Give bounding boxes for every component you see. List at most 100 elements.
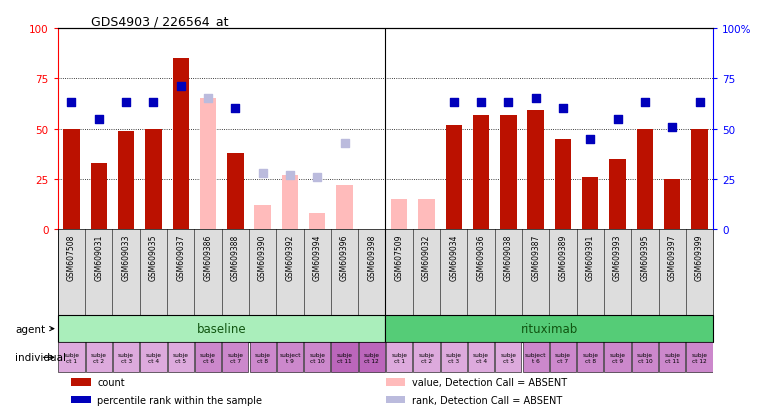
Bar [527,111,544,230]
Text: GSM609394: GSM609394 [313,234,322,280]
FancyBboxPatch shape [659,342,685,373]
Bar [609,159,626,230]
Bar [692,129,708,230]
Text: GSM609038: GSM609038 [504,234,513,280]
Text: subje
ct 7: subje ct 7 [555,352,571,363]
Text: count: count [97,377,125,387]
Bar [664,180,680,230]
Text: subject
t 6: subject t 6 [525,352,547,363]
Text: subje
ct 10: subje ct 10 [309,352,325,363]
Text: GSM609033: GSM609033 [122,234,130,280]
Text: subje
ct 7: subje ct 7 [227,352,244,363]
Point [284,172,296,179]
Text: subje
ct 3: subje ct 3 [118,352,134,363]
Point [475,100,487,107]
Point [147,100,160,107]
FancyBboxPatch shape [577,342,604,373]
Point [530,96,542,102]
Point [502,100,514,107]
Bar [200,99,216,230]
Bar [254,206,271,230]
Text: GSM609391: GSM609391 [586,234,594,280]
FancyBboxPatch shape [277,342,303,373]
Text: GSM609390: GSM609390 [258,234,267,280]
FancyBboxPatch shape [686,342,712,373]
Text: GSM609386: GSM609386 [204,234,213,280]
FancyBboxPatch shape [495,342,521,373]
Point [202,96,214,102]
Text: GSM609031: GSM609031 [94,234,103,280]
Text: subje
ct 11: subje ct 11 [336,352,352,363]
Text: subje
ct 8: subje ct 8 [254,352,271,363]
Text: GSM609035: GSM609035 [149,234,158,280]
FancyBboxPatch shape [58,316,386,342]
Text: subje
ct 5: subje ct 5 [500,352,517,363]
Text: subje
ct 3: subje ct 3 [446,352,462,363]
Bar [118,131,134,230]
Text: subje
ct 2: subje ct 2 [419,352,435,363]
Bar [145,129,162,230]
FancyBboxPatch shape [86,342,112,373]
Text: GSM609396: GSM609396 [340,234,349,280]
FancyBboxPatch shape [359,342,385,373]
Point [666,124,678,131]
FancyBboxPatch shape [59,342,85,373]
FancyBboxPatch shape [413,342,439,373]
Text: GSM609395: GSM609395 [641,234,649,280]
Bar [418,199,435,230]
Text: subje
ct 4: subje ct 4 [473,352,489,363]
Text: subje
ct 1: subje ct 1 [391,352,407,363]
Text: GSM609393: GSM609393 [613,234,622,280]
FancyBboxPatch shape [140,342,167,373]
Point [557,106,569,112]
Bar [309,214,325,230]
Bar [500,115,517,230]
Bar [227,153,244,230]
Bar [473,115,490,230]
Text: subje
ct 11: subje ct 11 [664,352,680,363]
Bar [336,185,352,230]
Text: subje
ct 4: subje ct 4 [146,352,161,363]
Text: subje
ct 12: subje ct 12 [692,352,708,363]
FancyBboxPatch shape [113,342,140,373]
FancyBboxPatch shape [386,316,713,342]
Text: GSM609037: GSM609037 [177,234,185,280]
FancyBboxPatch shape [195,342,221,373]
Text: baseline: baseline [197,322,247,335]
Bar [281,176,298,230]
Text: GSM609036: GSM609036 [476,234,486,280]
FancyBboxPatch shape [386,342,412,373]
Text: GSM609399: GSM609399 [695,234,704,280]
Text: GSM607509: GSM607509 [395,234,404,280]
Point [611,116,624,123]
Text: rituximab: rituximab [520,322,578,335]
Text: subje
ct 10: subje ct 10 [637,352,653,363]
Bar [446,125,462,230]
Text: GSM609032: GSM609032 [422,234,431,280]
Text: subje
ct 1: subje ct 1 [63,352,79,363]
Text: agent: agent [15,324,54,334]
Bar [71,377,91,386]
Text: GSM609388: GSM609388 [231,234,240,280]
Text: subje
ct 8: subje ct 8 [582,352,598,363]
Point [693,100,705,107]
Point [638,100,651,107]
Bar [386,377,406,386]
Point [448,100,460,107]
Text: rank, Detection Call = ABSENT: rank, Detection Call = ABSENT [412,394,562,405]
FancyBboxPatch shape [332,342,358,373]
Text: GSM609398: GSM609398 [367,234,376,280]
Text: GSM609392: GSM609392 [285,234,295,280]
Bar [391,199,407,230]
Text: value, Detection Call = ABSENT: value, Detection Call = ABSENT [412,377,567,387]
FancyBboxPatch shape [523,342,549,373]
Text: GSM609387: GSM609387 [531,234,540,280]
Point [120,100,133,107]
Text: subje
ct 5: subje ct 5 [173,352,189,363]
Bar [555,139,571,230]
Point [93,116,105,123]
FancyBboxPatch shape [604,342,631,373]
Bar [173,59,189,230]
Bar [582,178,598,230]
Bar [386,396,406,404]
